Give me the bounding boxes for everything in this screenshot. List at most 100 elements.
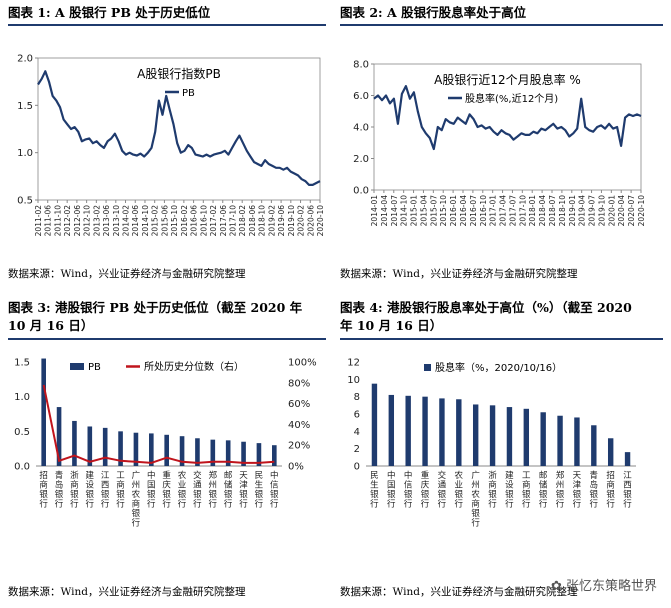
x-tick-label: 2016-10 — [199, 205, 208, 237]
figure3-rule — [8, 338, 326, 340]
series-line-PB — [37, 70, 321, 186]
y-right-tick-label: 20% — [288, 441, 310, 452]
bar-交通银行 — [439, 398, 445, 466]
bar-工商银行 — [118, 431, 123, 466]
figure2-rule — [340, 24, 663, 26]
y-left-tick-label: 0.0 — [14, 462, 30, 473]
x-tick-label-民生银行: 民生银行 — [255, 471, 264, 510]
x-tick-label: 2017-01 — [489, 195, 498, 227]
x-tick-label-郑州银行: 郑州银行 — [209, 470, 218, 510]
x-tick-label: 2018-01 — [528, 195, 537, 227]
x-tick-label-江西银行: 江西银行 — [623, 471, 632, 510]
bar-天津银行 — [241, 441, 246, 466]
legend-label: 股息率(%,近12个月) — [465, 92, 558, 105]
x-tick-label: 2018-02 — [238, 205, 247, 237]
y-tick-label: 8.0 — [353, 60, 369, 71]
y-tick-label: 2 — [354, 444, 360, 455]
x-tick-label: 2018-06 — [248, 205, 257, 237]
x-tick-label-天津银行: 天津银行 — [573, 471, 582, 510]
y-tick-label: 0.5 — [17, 196, 33, 207]
x-tick-label: 2020-10 — [316, 205, 325, 237]
x-tick-label: 2015-04 — [419, 195, 428, 227]
y-right-tick-label: 0% — [288, 462, 304, 473]
x-tick-label: 2020-07 — [627, 195, 636, 227]
bar-民生银行 — [371, 383, 378, 466]
x-tick-label-青岛银行: 青岛银行 — [55, 470, 64, 510]
x-tick-label: 2017-07 — [508, 195, 517, 227]
bar-农业银行 — [179, 436, 185, 466]
x-tick-label: 2019-07 — [588, 195, 597, 227]
x-tick-label: 2014-06 — [131, 205, 140, 237]
x-tick-label: 2016-07 — [469, 195, 478, 227]
figure2-title: 图表 2: A 股银行股息率处于高位 — [340, 5, 527, 20]
legend-label-pb: PB — [88, 362, 101, 373]
bar-建设银行 — [87, 426, 93, 466]
watermark-text: 张忆东策略世界 — [565, 579, 657, 594]
x-tick-label: 2014-02 — [122, 205, 131, 237]
y-tick-label: 2.0 — [17, 54, 33, 65]
figure4-rule — [340, 338, 663, 340]
x-tick-label-招商银行: 招商银行 — [39, 470, 48, 510]
x-tick-label: 2017-04 — [499, 195, 508, 227]
wechat-icon: ✿ — [550, 579, 566, 594]
figure1-source: 数据来源：Wind，兴业证券经济与金融研究院整理 — [8, 268, 246, 280]
bar-招商银行 — [41, 358, 46, 466]
x-tick-label: 2018-07 — [548, 195, 557, 227]
x-tick-label-广州农商银行: 广州农商银行 — [471, 470, 480, 529]
bar-中国银行 — [388, 394, 395, 466]
x-tick-label: 2015-10 — [170, 205, 179, 237]
x-tick-label-工商银行: 工商银行 — [116, 471, 125, 510]
figure3-source: 数据来源：Wind，兴业证券经济与金融研究院整理 — [8, 586, 246, 598]
x-tick-label-中信银行: 中信银行 — [404, 470, 413, 510]
bar-中国银行 — [149, 433, 154, 466]
x-tick-label: 2016-10 — [479, 195, 488, 227]
x-tick-label-交通银行: 交通银行 — [193, 470, 202, 510]
x-tick-label: 2015-10 — [439, 195, 448, 227]
y-tick-label: 1.5 — [17, 101, 33, 112]
x-tick-label: 2017-10 — [518, 195, 527, 227]
x-tick-label: 2019-04 — [578, 195, 587, 227]
bar-江西银行 — [102, 427, 108, 466]
bar-青岛银行 — [56, 407, 62, 466]
x-tick-label: 2013-10 — [112, 205, 121, 237]
bar-民生银行 — [256, 443, 262, 466]
x-tick-label-江西银行: 江西银行 — [101, 471, 110, 510]
y-tick-label: 2.0 — [353, 154, 369, 165]
figure4-title-line2: 年 10 月 16 日） — [340, 318, 443, 333]
x-tick-label: 2015-01 — [410, 195, 419, 227]
x-tick-label: 2015-07 — [429, 195, 438, 227]
x-tick-label-农业银行: 农业银行 — [178, 470, 187, 510]
bar-工商银行 — [523, 408, 530, 466]
x-tick-label: 2011-06 — [44, 205, 53, 237]
x-tick-label: 2019-01 — [568, 195, 577, 227]
bar-青岛银行 — [591, 425, 597, 466]
x-tick-label: 2020-06 — [306, 205, 315, 237]
x-tick-label: 2011-02 — [34, 205, 43, 237]
y-tick-label: 0.0 — [353, 186, 369, 197]
legend-swatch-pb — [70, 363, 84, 370]
y-tick-label: 12 — [347, 358, 360, 369]
legend-label: 股息率（%，2020/10/16） — [435, 361, 562, 374]
x-tick-label: 2012-02 — [63, 205, 72, 237]
x-tick-label: 2018-10 — [558, 195, 567, 227]
x-tick-label-天津银行: 天津银行 — [239, 471, 248, 510]
x-tick-label: 2015-02 — [151, 205, 160, 237]
figure3-title-line1: 图表 3: 港股银行 PB 处于历史低位（截至 2020 年 — [8, 300, 303, 315]
x-tick-label: 2020-01 — [607, 195, 616, 227]
bar-郑州银行 — [557, 415, 563, 466]
x-tick-label: 2013-06 — [102, 205, 111, 237]
chart1-pb-a-share-banks: 0.5 1.0 1.5 2.0 2011-02 2011-06 2011-10 2012-02… — [17, 54, 325, 237]
x-tick-label: 2019-10 — [597, 195, 606, 227]
x-tick-label: 2014-07 — [390, 195, 399, 227]
x-tick-label: 2014-01 — [370, 195, 379, 227]
bar-浙商银行 — [489, 405, 496, 466]
bar-广州农商银行 — [472, 404, 479, 466]
figure4-title-line1: 图表 4: 港股银行股息率处于高位（%）（截至 2020 — [340, 300, 632, 315]
bar-邮储银行 — [540, 412, 546, 466]
x-tick-label: 2016-01 — [449, 195, 458, 227]
x-tick-label-交通银行: 交通银行 — [438, 470, 447, 510]
watermark: ✿ 张忆东策略世界 — [551, 575, 657, 594]
y-tick-label: 10 — [347, 375, 360, 386]
x-tick-label: 2013-02 — [92, 205, 101, 237]
x-tick-label-工商银行: 工商银行 — [522, 471, 531, 510]
